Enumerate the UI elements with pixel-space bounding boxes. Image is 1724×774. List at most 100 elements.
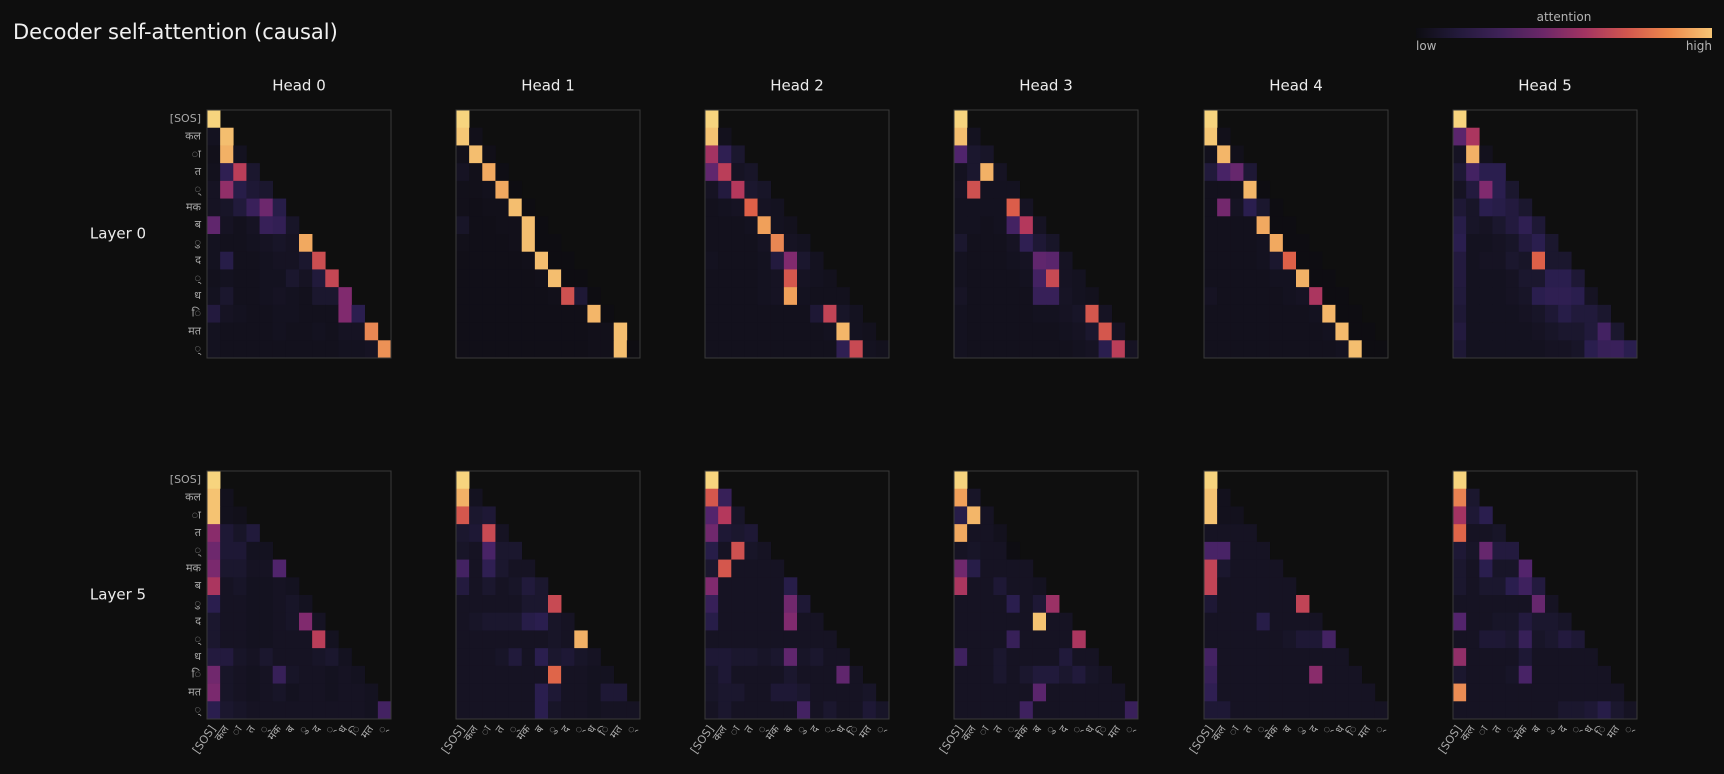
heatmap-cell [272, 304, 287, 323]
heatmap-cell [783, 251, 798, 270]
heatmap-cell [299, 340, 313, 359]
heatmap-cell [1531, 287, 1546, 306]
heatmap-cell [967, 234, 981, 253]
heatmap-cell [259, 198, 274, 217]
heatmap-cell [1558, 612, 1572, 631]
heatmap-cell [1256, 665, 1271, 684]
heatmap-cell [220, 340, 234, 359]
heatmap-cell [508, 198, 523, 217]
heatmap-cell [744, 269, 758, 288]
heatmap-cell [469, 595, 483, 614]
heatmap-cell [1204, 559, 1218, 578]
heatmap-cell [770, 322, 785, 341]
heatmap-cell [1059, 665, 1073, 684]
heatmap-cell [1256, 630, 1271, 649]
heatmap-cell [810, 612, 824, 631]
heatmap-cell [744, 701, 758, 720]
heatmap-cell [482, 163, 496, 182]
heatmap-cell [993, 322, 1007, 341]
heatmap-cell [233, 340, 247, 359]
heatmap-cell [731, 322, 745, 341]
heatmap-cell [744, 612, 758, 631]
heatmap-cell [705, 304, 719, 323]
heatmap-cell [731, 559, 745, 578]
heatmap-cell [1243, 234, 1257, 253]
heatmap-cell [246, 322, 260, 341]
heatmap-cell [1505, 234, 1520, 253]
heatmap-cell [954, 340, 968, 359]
heatmap-cell [233, 648, 247, 667]
heatmap-cell [1309, 648, 1323, 667]
heatmap-cell [1518, 701, 1533, 720]
heatmap-cell [993, 559, 1007, 578]
heatmap-cell [1296, 340, 1310, 359]
heatmap-cell [1243, 304, 1257, 323]
heatmap-cell [1243, 648, 1257, 667]
y-tick-label: ु [194, 597, 201, 610]
heatmap-cell [705, 701, 719, 720]
heatmap-cell [1019, 648, 1034, 667]
heatmap-cell [495, 340, 509, 359]
heatmap-cell [993, 163, 1007, 182]
heatmap-cell [1269, 559, 1284, 578]
x-tick-label: [SOS] [1187, 723, 1216, 756]
heatmap-cell [1243, 524, 1257, 543]
heatmap-cell [1217, 163, 1231, 182]
heatmap-cell [1571, 701, 1585, 720]
heatmap-cell [1361, 322, 1376, 341]
heatmap-cell [1374, 340, 1389, 359]
heatmap-cell [1243, 683, 1257, 702]
heatmap-cell [1518, 595, 1533, 614]
page-title: Decoder self-attention (causal) [13, 20, 338, 44]
heatmap-cell [1571, 322, 1585, 341]
heatmap-cell [1111, 340, 1126, 359]
heatmap-cell [731, 145, 745, 164]
x-tick-label: ु [1043, 723, 1058, 737]
heatmap-cell [757, 595, 772, 614]
heatmap-cell [233, 577, 247, 596]
heatmap-cell [1046, 665, 1060, 684]
heatmap-cell [1335, 665, 1349, 684]
heatmap-cell [1046, 648, 1060, 667]
heatmap-cell [1571, 665, 1585, 684]
heatmap-cell [1335, 304, 1349, 323]
heatmap-cell [1098, 322, 1113, 341]
heatmap-cell [338, 287, 352, 306]
heatmap-cell [1545, 269, 1559, 288]
colorbar-legend: attention low high [1416, 10, 1712, 55]
heatmap-cell [351, 665, 366, 684]
heatmap-cell [285, 234, 300, 253]
heatmap-cell [456, 595, 470, 614]
heatmap-cell [1545, 340, 1559, 359]
heatmap-cell [744, 630, 758, 649]
heatmap-cell [600, 683, 615, 702]
heatmap-cell [548, 269, 562, 288]
heatmap-cell [1466, 322, 1480, 341]
heatmap-cell [1269, 287, 1284, 306]
heatmap-cell [285, 251, 300, 270]
x-tick-label: ् [1621, 722, 1636, 736]
heatmap-cell [1479, 524, 1493, 543]
heatmap-cell [299, 612, 313, 631]
heatmap-cell [967, 269, 981, 288]
x-tick-label: कल [959, 723, 979, 744]
heatmap-cell [1282, 648, 1297, 667]
heatmap-cell [1531, 683, 1546, 702]
heatmap-cell [718, 287, 732, 306]
heatmap-cell [207, 287, 221, 306]
x-tick-label: ् [375, 722, 390, 736]
heatmap-cell [744, 234, 758, 253]
heatmap-cell [495, 198, 509, 217]
heatmap-cell [1558, 251, 1572, 270]
heatmap-cell [862, 340, 877, 359]
heatmap-cell [1610, 322, 1625, 341]
heatmap-cell [1256, 304, 1271, 323]
heatmap-cell [1019, 630, 1034, 649]
heatmap-cell [980, 630, 994, 649]
heatmap-cell [954, 163, 968, 182]
heatmap-cell [469, 630, 483, 649]
heatmap-cell [731, 701, 745, 720]
heatmap-cell [548, 665, 562, 684]
heatmap-cell [220, 665, 234, 684]
heatmap-cell [1348, 665, 1363, 684]
